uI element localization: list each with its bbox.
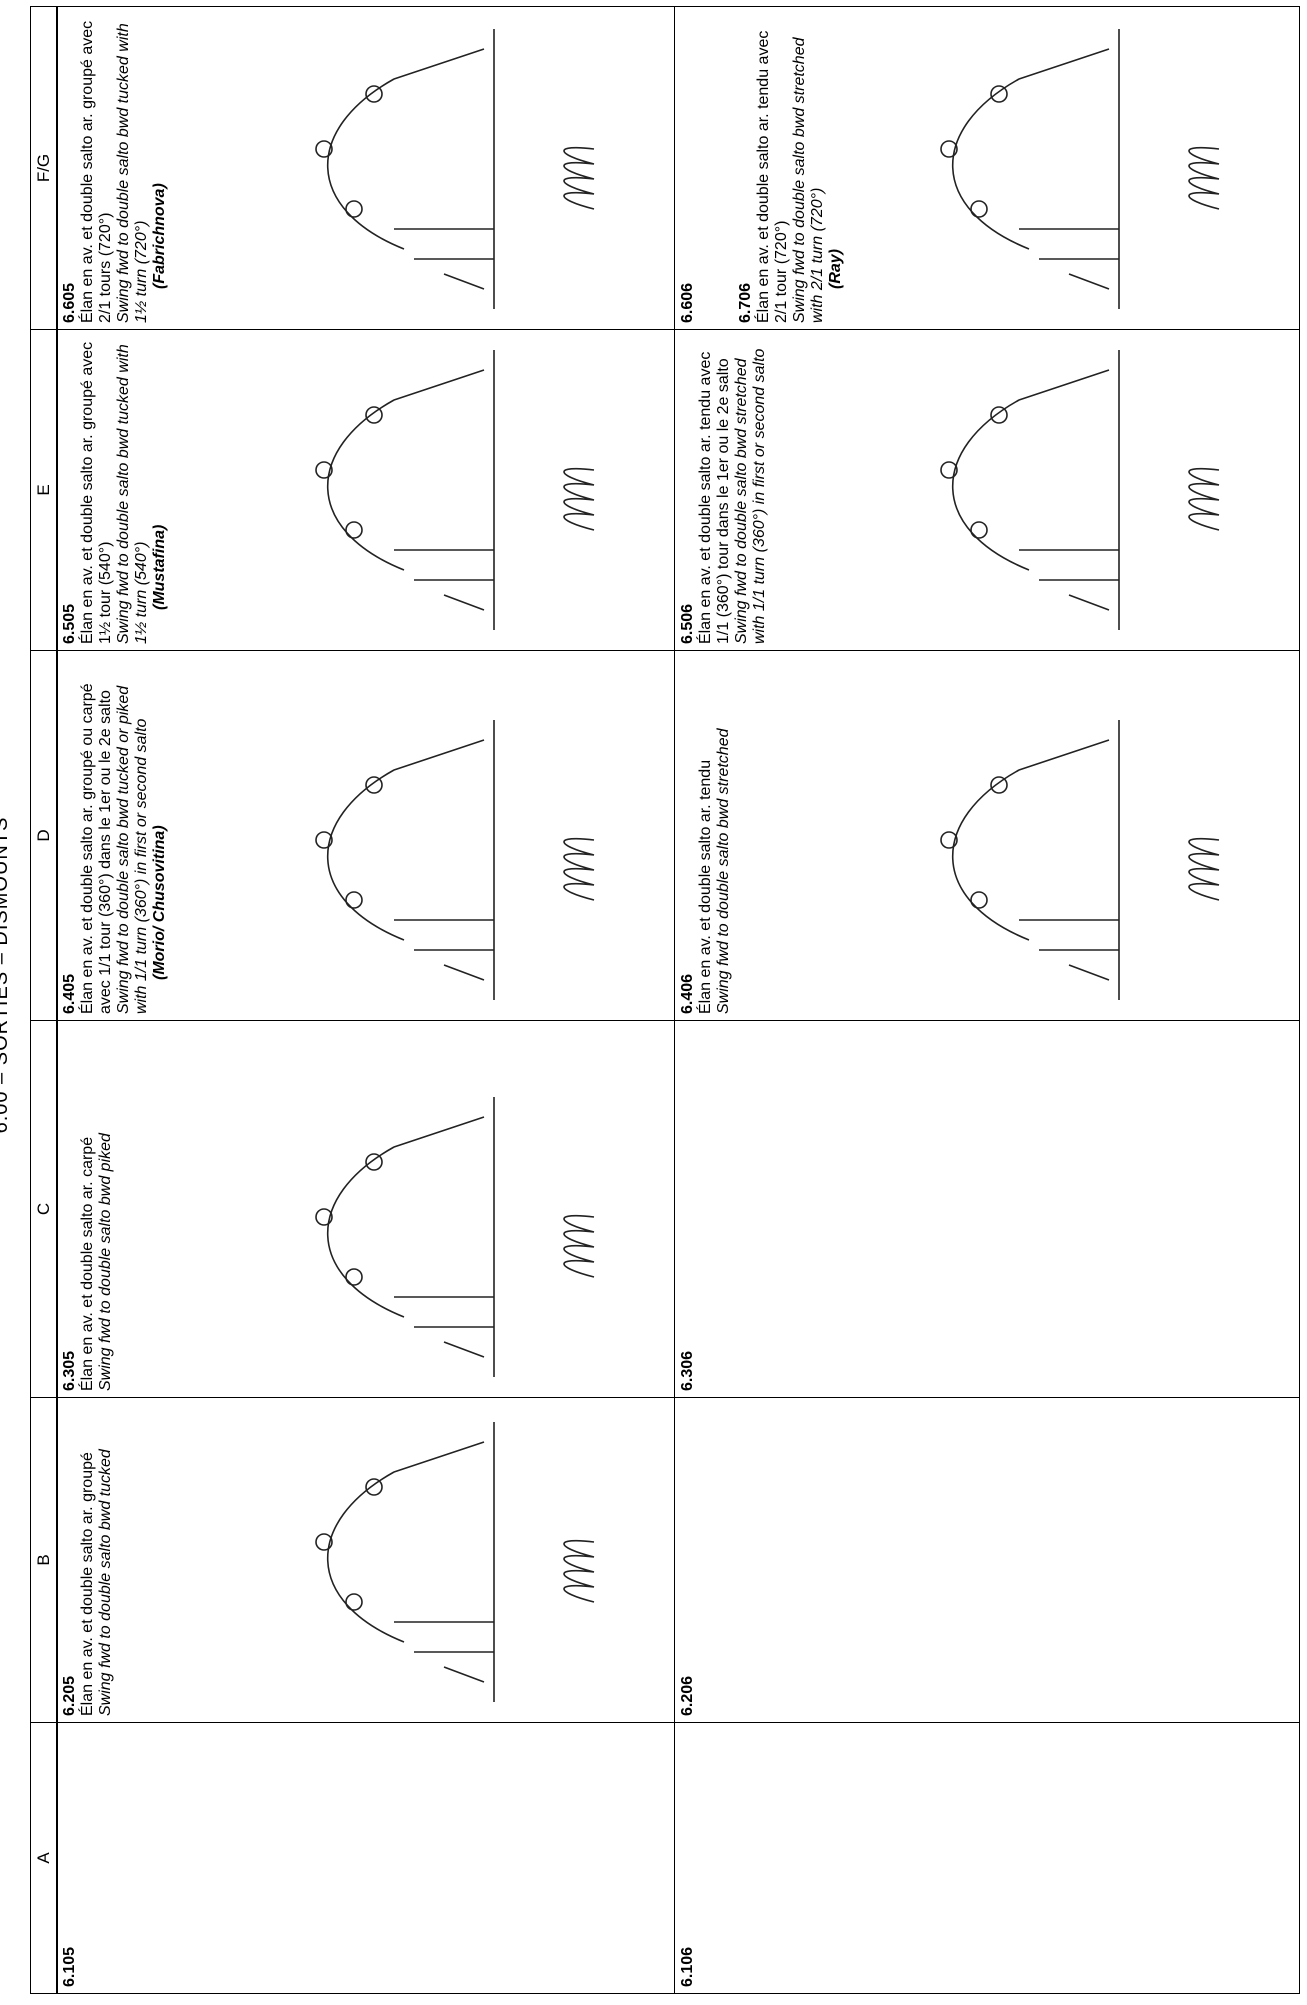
element-entry: 6.506 Élan en av. et double salto ar. ten…	[679, 336, 769, 644]
element-code: 6.306	[679, 1350, 696, 1391]
element-code: 6.205	[61, 1675, 78, 1716]
column-header: B	[30, 1397, 58, 1723]
illustration	[315, 720, 595, 1000]
element-code: 6.606	[679, 282, 696, 323]
description-en: Swing fwd to double salto bwd tucked	[97, 1449, 114, 1716]
column-header: D	[30, 650, 58, 1021]
description-en: Swing fwd to double salto bwd stretched …	[733, 348, 768, 644]
description-fr: Élan en av. et double salto ar. tendu av…	[697, 351, 732, 644]
illustration	[315, 1097, 595, 1377]
description-en: Swing fwd to double salto bwd tucked or …	[115, 685, 150, 1014]
table-cell: 6.506 Élan en av. et double salto ar. ten…	[674, 329, 1300, 651]
element-code: 6.605	[61, 282, 78, 323]
table-cell: 6.205 Élan en av. et double salto ar. gro…	[56, 1397, 675, 1723]
description-en: Swing fwd to double salto bwd piked	[97, 1133, 114, 1391]
description-fr: Élan en av. et double salto ar. groupé a…	[79, 20, 114, 323]
element-code: 6.405	[61, 973, 78, 1014]
element-code: 6.106	[679, 1946, 696, 1987]
illustration	[940, 350, 1220, 630]
description-fr: Élan en av. et double salto ar. tendu	[697, 759, 714, 1014]
table-cell: 6.405 Élan en av. et double salto ar. gro…	[56, 650, 675, 1021]
element-entry: 6.205 Élan en av. et double salto ar. gro…	[61, 1404, 115, 1716]
description-fr: Élan en av. et double salto ar. groupé a…	[79, 341, 114, 644]
description-en: Swing fwd to double salto bwd stretched	[715, 728, 732, 1015]
element-entry: 6.606	[679, 13, 697, 323]
gymnast-name: (Mustafina)	[151, 524, 168, 610]
description-en: Swing fwd to double salto bwd tucked wit…	[115, 344, 150, 644]
description-fr: Élan en av. et double salto ar. tendu av…	[755, 30, 790, 323]
gymnast-name: (Morio/ Chusovitina)	[151, 825, 168, 980]
description-en: Swing fwd to double salto bwd tucked wit…	[115, 23, 150, 323]
table-cell: 6.406 Élan en av. et double salto ar. ten…	[674, 650, 1300, 1021]
element-entry: 6.706 Élan en av. et double salto ar. ten…	[737, 13, 845, 323]
illustration	[315, 1422, 595, 1702]
element-entry: 6.505 Élan en av. et double salto ar. gro…	[61, 336, 169, 644]
illustration	[315, 29, 595, 309]
element-entry: 6.106	[679, 1729, 697, 1987]
table-cell: 6.606 6.706 Élan en av. et double salto ar…	[674, 6, 1300, 330]
column-header: C	[30, 1020, 58, 1398]
element-entry: 6.405 Élan en av. et double salto ar. gro…	[61, 657, 169, 1014]
gymnast-name: (Fabrichnova)	[151, 183, 168, 289]
element-code: 6.406	[679, 973, 696, 1014]
table-cell: 6.105	[56, 1722, 675, 1994]
illustration	[940, 720, 1220, 1000]
table-cell: 6.206	[674, 1397, 1300, 1723]
table-cell: 6.306	[674, 1020, 1300, 1398]
description-en: Swing fwd to double salto bwd stretched …	[791, 37, 826, 324]
description-fr: Élan en av. et double salto ar. carpé	[79, 1136, 96, 1391]
table-cell: 6.106	[674, 1722, 1300, 1994]
element-entry: 6.306	[679, 1027, 697, 1391]
element-code: 6.206	[679, 1675, 696, 1716]
page-title: 6.00 – SORTIES – DISMOUNTS	[0, 816, 12, 1134]
element-code: 6.305	[61, 1350, 78, 1391]
element-entry: 6.105	[61, 1729, 79, 1987]
element-code: 6.105	[61, 1946, 78, 1987]
element-code: 6.505	[61, 603, 78, 644]
element-code: 6.706	[737, 282, 754, 323]
illustration	[315, 350, 595, 630]
table-cell: 6.505 Élan en av. et double salto ar. gro…	[56, 329, 675, 651]
table-cell: 6.605 Élan en av. et double salto ar. gro…	[56, 6, 675, 330]
element-entry: 6.406 Élan en av. et double salto ar. ten…	[679, 657, 733, 1015]
column-header: A	[30, 1722, 58, 1994]
element-code: 6.506	[679, 603, 696, 644]
column-header: F/G	[30, 6, 58, 330]
column-header: E	[30, 329, 58, 651]
table-cell: 6.305 Élan en av. et double salto ar. car…	[56, 1020, 675, 1398]
element-entry: 6.206	[679, 1404, 697, 1716]
illustration	[940, 29, 1220, 309]
element-entry: 6.305 Élan en av. et double salto ar. car…	[61, 1027, 115, 1391]
description-fr: Élan en av. et double salto ar. groupé	[79, 1452, 96, 1716]
description-fr: Élan en av. et double salto ar. groupé o…	[79, 683, 114, 1014]
element-entry: 6.605 Élan en av. et double salto ar. gro…	[61, 13, 169, 323]
gymnast-name: (Ray)	[827, 248, 844, 289]
